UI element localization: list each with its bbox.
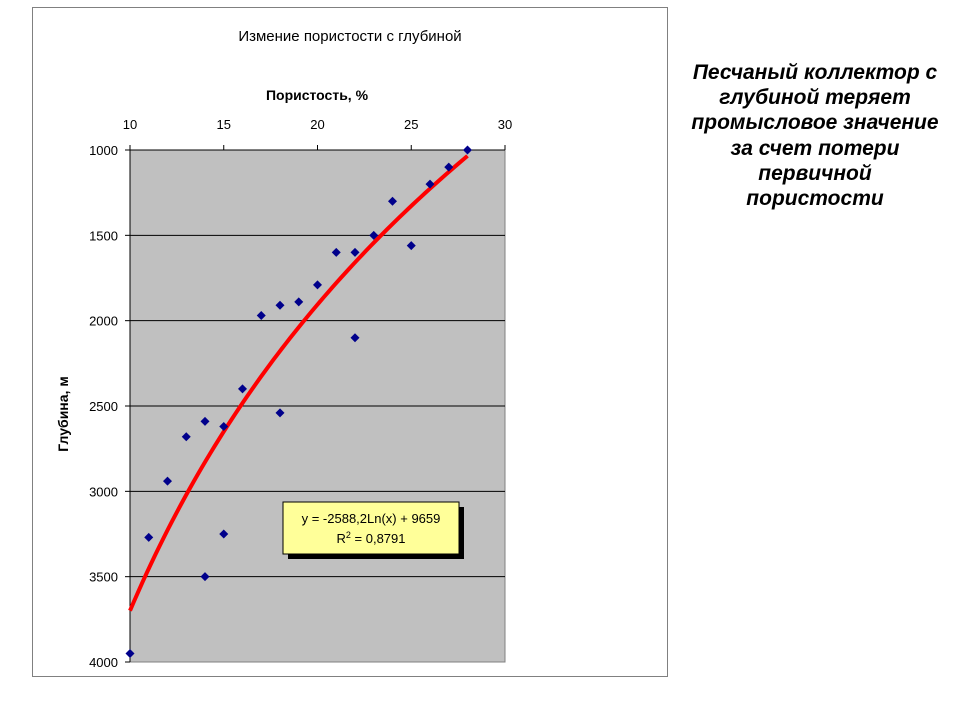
data-point — [219, 421, 229, 431]
data-point — [444, 162, 454, 172]
data-point — [163, 476, 172, 486]
y-tick-label: 4000 — [89, 655, 118, 670]
y-tick-label: 3500 — [89, 570, 118, 585]
trendline-equation-box: y = -2588,2Ln(x) + 9659 R2 = 0,8791 — [282, 501, 464, 559]
y-axis-title: Глубина, м — [55, 376, 71, 451]
data-point — [238, 384, 247, 394]
side-caption: Песчаный коллектор с глубиной теряет про… — [691, 61, 939, 210]
data-point — [463, 145, 472, 155]
chart-frame: Измение пористости с глубиной Пористость… — [32, 7, 668, 677]
data-point — [125, 648, 135, 658]
x-tick-label: 10 — [123, 117, 137, 132]
data-point — [200, 416, 210, 426]
data-point — [425, 179, 435, 189]
data-point — [388, 196, 397, 206]
data-point — [275, 408, 285, 418]
trendline-r2: R2 = 0,8791 — [337, 530, 406, 546]
data-point — [219, 529, 229, 539]
y-tick-label: 1500 — [89, 228, 118, 243]
chart: Измение пористости с глубиной Пористость… — [55, 28, 512, 670]
x-tick-label: 20 — [310, 117, 324, 132]
data-point — [369, 230, 379, 240]
x-tick-label: 15 — [217, 117, 231, 132]
x-axis-title: Пористость, % — [266, 87, 369, 103]
data-point — [294, 297, 304, 307]
data-point — [350, 247, 360, 257]
trendline — [128, 154, 469, 612]
data-point — [200, 572, 210, 582]
y-tick-label: 3000 — [89, 484, 118, 499]
chart-title: Измение пористости с глубиной — [238, 28, 461, 45]
data-point — [331, 247, 341, 257]
data-point — [406, 241, 416, 251]
data-point — [313, 280, 322, 290]
y-tick-label: 2000 — [89, 314, 118, 329]
data-point — [256, 311, 266, 321]
data-point — [275, 300, 285, 310]
x-tick-label: 25 — [404, 117, 418, 132]
plot-area: 10 15 20 25 30 1000 1500 2000 2500 3000 3500 4000 — [89, 117, 512, 670]
trendline-equation: y = -2588,2Ln(x) + 9659 — [302, 511, 441, 526]
equation-box — [282, 501, 460, 555]
data-point — [181, 432, 191, 442]
y-tick-label: 2500 — [89, 399, 118, 414]
y-tick-label: 1000 — [89, 143, 118, 158]
x-tick-label: 30 — [498, 117, 512, 132]
data-point — [144, 532, 154, 542]
data-point — [350, 333, 360, 343]
